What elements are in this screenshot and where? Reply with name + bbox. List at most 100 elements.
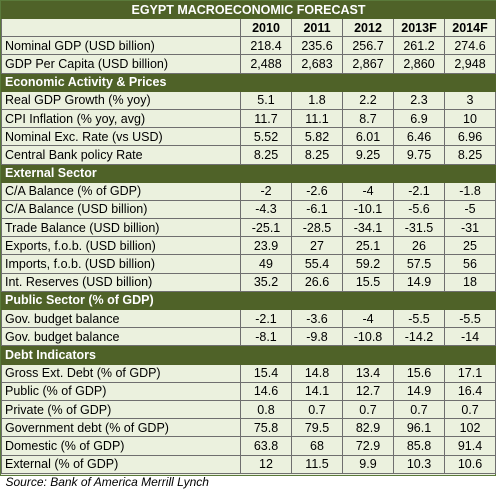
row-label: Nominal Exc. Rate (vs USD) (1, 127, 241, 147)
value-cell: 2,860 (393, 54, 445, 74)
value-cell: -10.1 (342, 199, 394, 220)
value-cell: 55.4 (291, 254, 343, 274)
value-cell: -14 (443, 327, 496, 347)
value-cell: -25.1 (240, 218, 292, 238)
value-cell: 82.9 (342, 418, 394, 438)
value-cell: 10.6 (443, 454, 496, 474)
value-cell: -14.2 (393, 327, 445, 347)
value-cell: 8.7 (342, 108, 394, 129)
value-cell: -34.1 (342, 218, 394, 238)
value-cell: 26.6 (291, 272, 343, 292)
value-cell: 56 (443, 254, 496, 274)
value-cell: 218.4 (240, 36, 292, 56)
value-cell: 8.25 (240, 145, 292, 165)
value-cell: 18 (443, 272, 496, 292)
table-row: External (% of GDP) 12 11.5 9.9 10.3 10.6 (1, 454, 496, 474)
value-cell: 0.7 (342, 399, 394, 420)
value-cell: -2 (240, 181, 292, 201)
value-cell: 9.9 (342, 454, 394, 474)
row-label: C/A Balance (% of GDP) (1, 181, 241, 201)
column-header: 2013F (393, 17, 445, 38)
table-row: Nominal Exc. Rate (vs USD) 5.52 5.82 6.01 6.… (1, 127, 496, 147)
value-cell: 96.1 (393, 418, 445, 438)
value-cell: 25.1 (342, 236, 394, 256)
value-cell: 9.25 (342, 145, 394, 165)
value-cell: 1.8 (291, 90, 343, 110)
value-cell: 14.9 (393, 272, 445, 292)
row-label: External (% of GDP) (1, 454, 241, 474)
value-cell: 75.8 (240, 418, 292, 438)
row-label: Imports, f.o.b. (USD billion) (1, 254, 241, 274)
value-cell: -1.8 (443, 181, 496, 201)
table-row: Central Bank policy Rate 8.25 8.25 9.25 9.75… (1, 145, 496, 165)
row-label: CPI Inflation (% yoy, avg) (1, 108, 241, 129)
table-row: CPI Inflation (% yoy, avg) 11.7 11.1 8.7 6.9… (1, 108, 496, 129)
value-cell: 17.1 (443, 363, 496, 383)
table-row: Government debt (% of GDP) 75.8 79.5 82.9 96… (1, 418, 496, 438)
table-row: Gross Ext. Debt (% of GDP) 15.4 14.8 13.4 15… (1, 363, 496, 383)
value-cell: 26 (393, 236, 445, 256)
row-label: C/A Balance (USD billion) (1, 199, 241, 220)
value-cell: -6.1 (291, 199, 343, 220)
column-header: 2011 (291, 17, 343, 38)
row-label: Nominal GDP (USD billion) (1, 36, 241, 56)
table-row: Int. Reserves (USD billion) 35.2 26.6 15.5 1… (1, 272, 496, 292)
table-row: Real GDP Growth (% yoy) 5.1 1.8 2.2 2.3 3 (1, 90, 496, 110)
value-cell: 2,948 (443, 54, 496, 74)
row-label: Int. Reserves (USD billion) (1, 272, 241, 292)
value-cell: 25 (443, 236, 496, 256)
value-cell: 15.5 (342, 272, 394, 292)
value-cell: 14.6 (240, 381, 292, 401)
column-header: 2010 (240, 17, 292, 38)
value-cell: 0.8 (240, 399, 292, 420)
value-cell: 8.25 (443, 145, 496, 165)
value-cell: 8.25 (291, 145, 343, 165)
header-row: 2010 2011 2012 2013F 2014F (1, 17, 496, 38)
value-cell: 5.52 (240, 127, 292, 147)
value-cell: -5.5 (443, 308, 496, 329)
value-cell: 57.5 (393, 254, 445, 274)
value-cell: 10.3 (393, 454, 445, 474)
column-header: 2012 (342, 17, 394, 38)
row-label: Gov. budget balance (1, 327, 241, 347)
table-row: C/A Balance (USD billion) -4.3 -6.1 -10.1 -5… (1, 199, 496, 220)
value-cell: 102 (443, 418, 496, 438)
value-cell: -5 (443, 199, 496, 220)
table-row: Domestic (% of GDP) 63.8 68 72.9 85.8 91.4 (1, 436, 496, 456)
table-row: Trade Balance (USD billion) -25.1 -28.5 -34… (1, 218, 496, 238)
value-cell: 0.7 (291, 399, 343, 420)
value-cell: 5.1 (240, 90, 292, 110)
section-title: Economic Activity & Prices (0, 72, 496, 92)
value-cell: 256.7 (342, 36, 394, 56)
value-cell: 3 (443, 90, 496, 110)
value-cell: 261.2 (393, 36, 445, 56)
value-cell: 23.9 (240, 236, 292, 256)
value-cell: 68 (291, 436, 343, 456)
value-cell: 14.9 (393, 381, 445, 401)
value-cell: 11.1 (291, 108, 343, 129)
value-cell: 235.6 (291, 36, 343, 56)
value-cell: 6.9 (393, 108, 445, 129)
table-row: Imports, f.o.b. (USD billion) 49 55.4 59.2 5… (1, 254, 496, 274)
value-cell: 6.96 (443, 127, 496, 147)
table-row: Gov. budget balance -8.1 -9.8 -10.8 -14.2 -14 (1, 327, 496, 347)
table-row: Private (% of GDP) 0.8 0.7 0.7 0.7 0.7 (1, 399, 496, 420)
value-cell: 2,867 (342, 54, 394, 74)
value-cell: 11.5 (291, 454, 343, 474)
table-row: C/A Balance (% of GDP) -2 -2.6 -4 -2.1 -1.8 (1, 181, 496, 201)
value-cell: 91.4 (443, 436, 496, 456)
row-label: GDP Per Capita (USD billion) (1, 54, 241, 74)
value-cell: 85.8 (393, 436, 445, 456)
value-cell: 2,488 (240, 54, 292, 74)
section-title: External Sector (0, 163, 496, 183)
section-title: Public Sector (% of GDP) (0, 290, 496, 311)
value-cell: 35.2 (240, 272, 292, 292)
section-header-row: External Sector (0, 163, 496, 183)
row-label: Trade Balance (USD billion) (1, 218, 241, 238)
table-row: Exports, f.o.b. (USD billion) 23.9 27 25.1 2… (1, 236, 496, 256)
title-row: EGYPT MACROECONOMIC FORECAST (0, 1, 496, 19)
row-label: Central Bank policy Rate (1, 145, 241, 165)
value-cell: -31.5 (393, 218, 445, 238)
